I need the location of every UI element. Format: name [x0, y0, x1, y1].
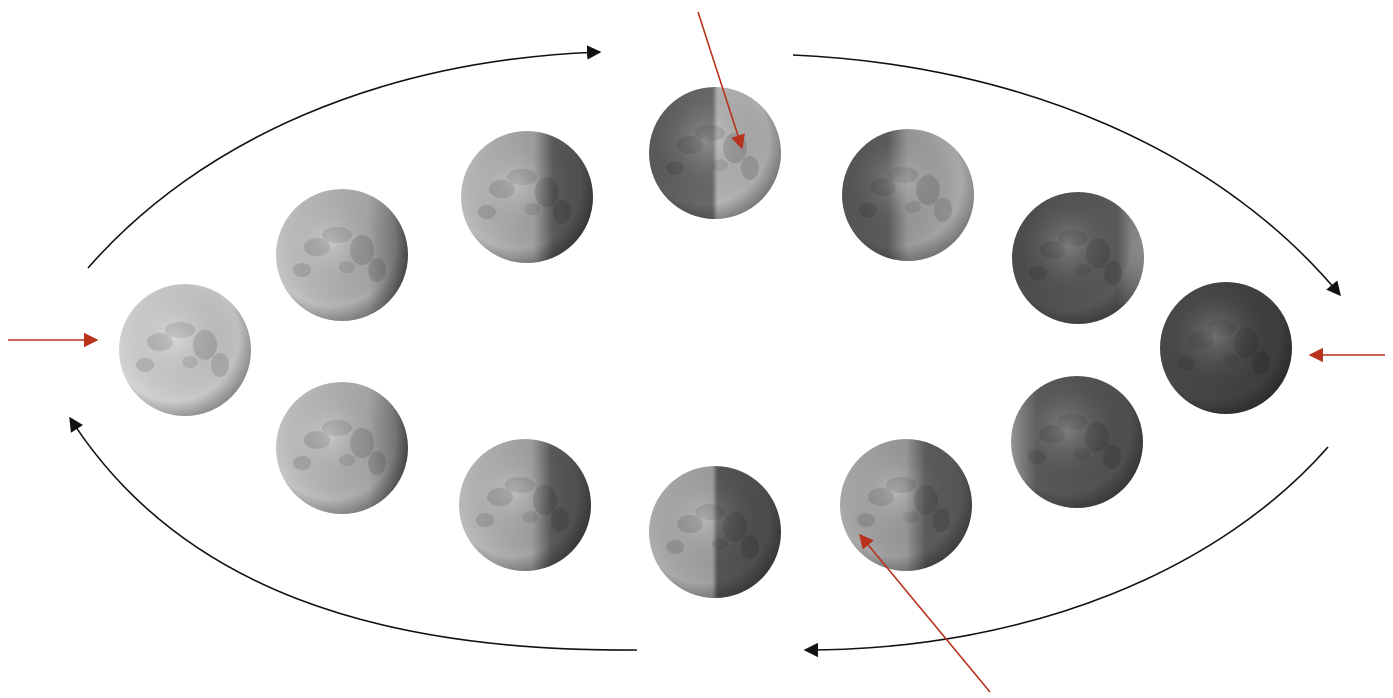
moon [276, 382, 408, 514]
moon [649, 466, 781, 598]
moon [840, 439, 972, 571]
moon [461, 131, 593, 263]
moon [119, 284, 251, 416]
moon [649, 87, 781, 219]
moon [276, 189, 408, 321]
cycle-arrow [792, 54, 1341, 297]
moon [1011, 376, 1143, 508]
moon [1160, 282, 1292, 414]
moon [842, 129, 974, 261]
cycle-arrow [803, 446, 1329, 658]
pointer-arrow [859, 533, 991, 693]
moon [459, 439, 591, 571]
moon [1012, 192, 1144, 324]
cycle-arrow [87, 45, 602, 269]
cycle-arrow [69, 416, 638, 651]
pointer-arrow [697, 11, 745, 150]
